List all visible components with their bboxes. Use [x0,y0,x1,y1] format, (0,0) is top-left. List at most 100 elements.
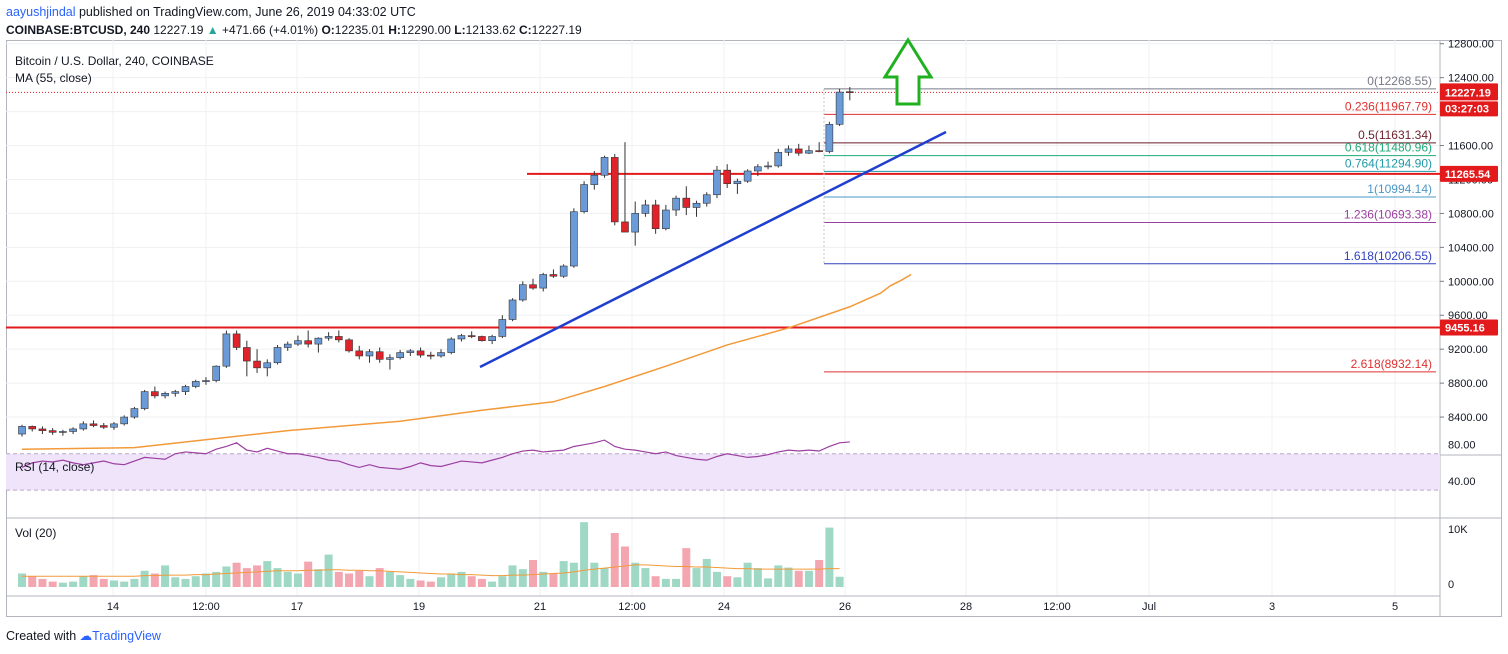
candle-body [774,152,783,167]
candle-body [120,416,128,425]
change-value: +471.66 (+4.01%) [222,23,319,37]
candle-body [478,336,486,341]
volume-bar [120,581,129,587]
volume-bar [18,573,26,587]
created-with-text: Created with [6,629,77,643]
candle-body [386,357,394,360]
high-value: 12290.00 [400,23,451,37]
volume-bar [426,581,435,587]
candle-body [222,333,231,367]
publish-info: aayushjindal published on TradingView.co… [6,5,416,19]
volume-bar [743,562,752,587]
volume-bar [825,527,834,587]
candle-body [406,350,415,353]
countdown-tag-bg [1440,101,1498,117]
volume-bar [600,568,609,587]
candle-body [335,336,343,341]
time-tick-label: 24 [718,601,730,613]
time-axis[interactable]: 14 12:00 17 19 21 12:00 24 26 28 12:00 Jul 3 5 [107,601,1398,613]
candle-body [672,197,680,211]
volume-bar [437,577,446,587]
symbol-label: COINBASE:BTCUSD, 240 [6,23,151,37]
volume-bar [753,568,762,587]
candle-body [508,299,517,320]
time-tick-label: 17 [291,601,303,613]
volume-bar [529,560,537,587]
candle-body [324,336,333,339]
candle-body [559,265,568,277]
rsi-band-fill [6,453,1440,491]
candle-body [610,157,619,223]
candle-body [702,194,711,204]
price-axis[interactable]: 12800.0012400.0012000.0011600.0011200.00… [1440,39,1494,591]
tradingview-link[interactable]: TradingView [92,629,161,643]
candle-body [38,428,47,431]
fibonacci-levels: 0(12268.55)0.236(11967.79)0.5(11631.34)0… [823,74,1436,373]
volume-bar [804,570,813,587]
candle-body [692,202,701,208]
volume-ma-line [22,564,840,577]
volume-bar [620,546,629,587]
candle-body [488,336,496,341]
volume-bar [89,575,98,587]
up-arrow-icon [882,37,934,106]
volume-bar [457,571,466,587]
candle-body [99,425,108,428]
candle-body [437,352,445,357]
price-labels: 12227.19 03:27:03 11265.54 9455.16 [1440,83,1498,336]
trendline[interactable] [479,130,947,369]
time-tick-label: 5 [1392,601,1398,613]
volume-bar [539,571,548,587]
time-tick-label: 19 [413,601,425,613]
candle-body [375,351,384,360]
horizontal-levels [6,91,1440,329]
volume-bar [723,576,732,587]
volume-bar [702,558,711,587]
volume-bar [222,566,231,587]
volume-bar [549,573,558,587]
candle-body [682,197,691,208]
time-tick-label: 21 [534,601,546,613]
change-arrow-icon: ▲ [206,23,219,37]
time-tick-label: 12:00 [618,601,646,613]
volume-bar [467,576,476,587]
candle-body [590,174,599,185]
volume-bar [201,573,210,587]
price-tick-label: 10800.00 [1448,208,1494,220]
fib-level-label: 2.618(8932.14) [1351,357,1432,371]
candle-body [273,347,282,364]
candle-body [754,166,762,172]
candle-body [457,335,466,340]
candle-body [69,428,77,432]
author-link[interactable]: aayushjindal [6,5,76,19]
price-tick-label: 11600.00 [1448,141,1493,153]
volume-bar [488,581,497,587]
fib-level-label: 0.236(11967.79) [1345,99,1432,113]
volume-bar [641,568,650,587]
candle-body [570,211,578,267]
volume-bar [69,581,78,587]
footer: Created with ☁TradingView [6,628,161,643]
candle-body [110,423,118,428]
volume-bar [140,570,149,587]
price-tick-label: 9600.00 [1448,310,1488,322]
ma-legend: MA (55, close) [15,71,92,85]
candle-body [202,380,210,382]
rsi-line [21,439,850,470]
volume-bar [28,576,37,587]
candle-body [815,150,823,152]
candle-body [59,431,67,433]
volume-bar [815,560,824,587]
volume-bar [733,577,742,587]
candle-body [396,352,404,358]
publish-text: published on TradingView.com, June 26, 2… [78,5,416,19]
candle-body [263,362,272,369]
time-tick-label: 12:00 [1043,601,1071,613]
volume-bar [232,562,241,587]
volume-bar [171,577,180,587]
volume-bar [610,533,619,587]
ma55-line [21,273,912,451]
candlesticks [18,86,854,437]
candle-body [79,423,88,430]
